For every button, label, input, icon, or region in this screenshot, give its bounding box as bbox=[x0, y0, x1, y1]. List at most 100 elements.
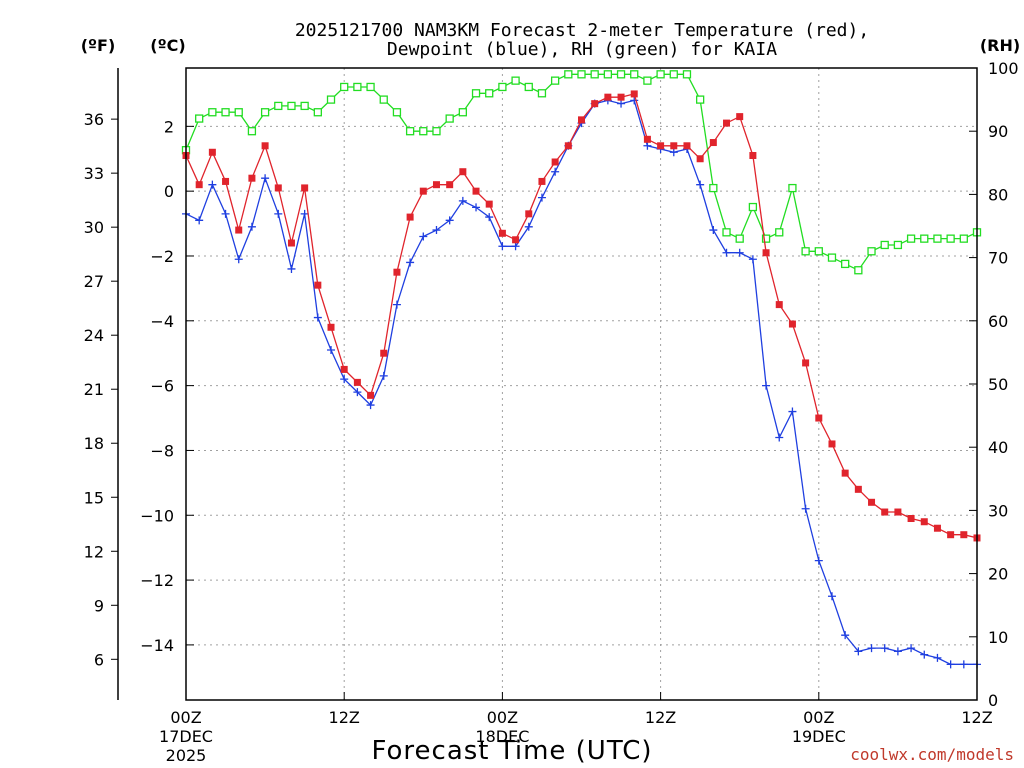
time-tick-label: 19DEC bbox=[792, 727, 846, 746]
point-temperature bbox=[459, 168, 466, 175]
point-temperature bbox=[538, 178, 545, 185]
point-rh bbox=[697, 96, 704, 103]
point-temperature bbox=[908, 515, 915, 522]
point-temperature bbox=[420, 188, 427, 195]
point-temperature bbox=[960, 531, 967, 538]
point-temperature bbox=[393, 269, 400, 276]
chart-title-line-1: 2025121700 NAM3KM Forecast 2-meter Tempe… bbox=[295, 20, 869, 41]
point-rh bbox=[459, 109, 466, 116]
point-rh bbox=[881, 241, 888, 248]
point-temperature bbox=[723, 120, 730, 127]
point-temperature bbox=[828, 440, 835, 447]
fahrenheit-tick-label: 6 bbox=[94, 650, 104, 669]
point-temperature bbox=[446, 181, 453, 188]
point-rh bbox=[855, 267, 862, 274]
celsius-tick-label: −4 bbox=[150, 312, 174, 331]
point-temperature bbox=[209, 149, 216, 156]
rh-tick-label: 20 bbox=[988, 565, 1008, 584]
fahrenheit-tick-label: 12 bbox=[84, 542, 104, 561]
point-temperature bbox=[314, 282, 321, 289]
rh-tick-label: 60 bbox=[988, 312, 1008, 331]
point-rh bbox=[473, 90, 480, 97]
point-rh bbox=[815, 248, 822, 255]
point-temperature bbox=[776, 301, 783, 308]
time-tick-label: 17DEC bbox=[159, 727, 213, 746]
point-temperature bbox=[921, 518, 928, 525]
point-temperature bbox=[815, 415, 822, 422]
rh-tick-label: 50 bbox=[988, 375, 1008, 394]
point-rh bbox=[235, 109, 242, 116]
point-temperature bbox=[894, 509, 901, 516]
point-rh bbox=[802, 248, 809, 255]
celsius-tick-label: −6 bbox=[150, 377, 174, 396]
point-rh bbox=[407, 128, 414, 135]
point-rh bbox=[618, 71, 625, 78]
fahrenheit-tick-label: 33 bbox=[84, 164, 104, 183]
point-temperature bbox=[947, 531, 954, 538]
point-rh bbox=[683, 71, 690, 78]
point-rh bbox=[314, 109, 321, 116]
point-temperature bbox=[736, 113, 743, 120]
point-rh bbox=[328, 96, 335, 103]
point-temperature bbox=[354, 379, 361, 386]
point-temperature bbox=[565, 142, 572, 149]
x-axis-title: Forecast Time (UTC) bbox=[371, 736, 652, 766]
point-temperature bbox=[235, 227, 242, 234]
point-rh bbox=[710, 185, 717, 192]
point-rh bbox=[248, 128, 255, 135]
rh-unit-label: (RH) bbox=[980, 36, 1020, 55]
point-rh bbox=[380, 96, 387, 103]
celsius-tick-label: 0 bbox=[164, 182, 174, 201]
point-rh bbox=[209, 109, 216, 116]
point-temperature bbox=[499, 230, 506, 237]
point-rh bbox=[262, 109, 269, 116]
point-rh bbox=[644, 77, 651, 84]
point-temperature bbox=[763, 249, 770, 256]
celsius-tick-label: −10 bbox=[140, 506, 174, 525]
point-rh bbox=[868, 248, 875, 255]
point-temperature bbox=[552, 158, 559, 165]
celsius-tick-label: −14 bbox=[140, 636, 174, 655]
point-temperature bbox=[367, 392, 374, 399]
point-rh bbox=[736, 235, 743, 242]
point-rh bbox=[222, 109, 229, 116]
point-rh bbox=[776, 229, 783, 236]
point-rh bbox=[393, 109, 400, 116]
point-rh bbox=[420, 128, 427, 135]
celsius-tick-label: 2 bbox=[164, 117, 174, 136]
point-temperature bbox=[855, 486, 862, 493]
point-rh bbox=[828, 254, 835, 261]
rh-tick-label: 100 bbox=[988, 59, 1019, 78]
point-rh bbox=[275, 102, 282, 109]
celsius-tick-label: −12 bbox=[140, 571, 174, 590]
rh-tick-label: 70 bbox=[988, 249, 1008, 268]
fahrenheit-tick-label: 36 bbox=[84, 110, 104, 129]
point-temperature bbox=[881, 509, 888, 516]
point-rh bbox=[565, 71, 572, 78]
point-rh bbox=[842, 260, 849, 267]
point-temperature bbox=[710, 139, 717, 146]
fahrenheit-unit-label: (ºF) bbox=[81, 36, 116, 55]
point-rh bbox=[789, 185, 796, 192]
time-tick-label: 12Z bbox=[329, 708, 360, 727]
point-temperature bbox=[868, 499, 875, 506]
rh-tick-label: 10 bbox=[988, 628, 1008, 647]
point-rh bbox=[894, 241, 901, 248]
point-rh bbox=[947, 235, 954, 242]
rh-tick-label: 40 bbox=[988, 438, 1008, 457]
celsius-unit-label: (ºC) bbox=[150, 36, 185, 55]
point-temperature bbox=[328, 324, 335, 331]
fahrenheit-tick-label: 9 bbox=[94, 596, 104, 615]
point-rh bbox=[921, 235, 928, 242]
fahrenheit-tick-label: 18 bbox=[84, 434, 104, 453]
credit-link[interactable]: coolwx.com/models bbox=[850, 745, 1014, 764]
point-rh bbox=[552, 77, 559, 84]
time-tick-label: 2025 bbox=[166, 746, 207, 765]
point-temperature bbox=[407, 214, 414, 221]
point-rh bbox=[538, 90, 545, 97]
point-temperature bbox=[512, 236, 519, 243]
point-rh bbox=[486, 90, 493, 97]
point-rh bbox=[908, 235, 915, 242]
point-rh bbox=[960, 235, 967, 242]
point-temperature bbox=[301, 184, 308, 191]
